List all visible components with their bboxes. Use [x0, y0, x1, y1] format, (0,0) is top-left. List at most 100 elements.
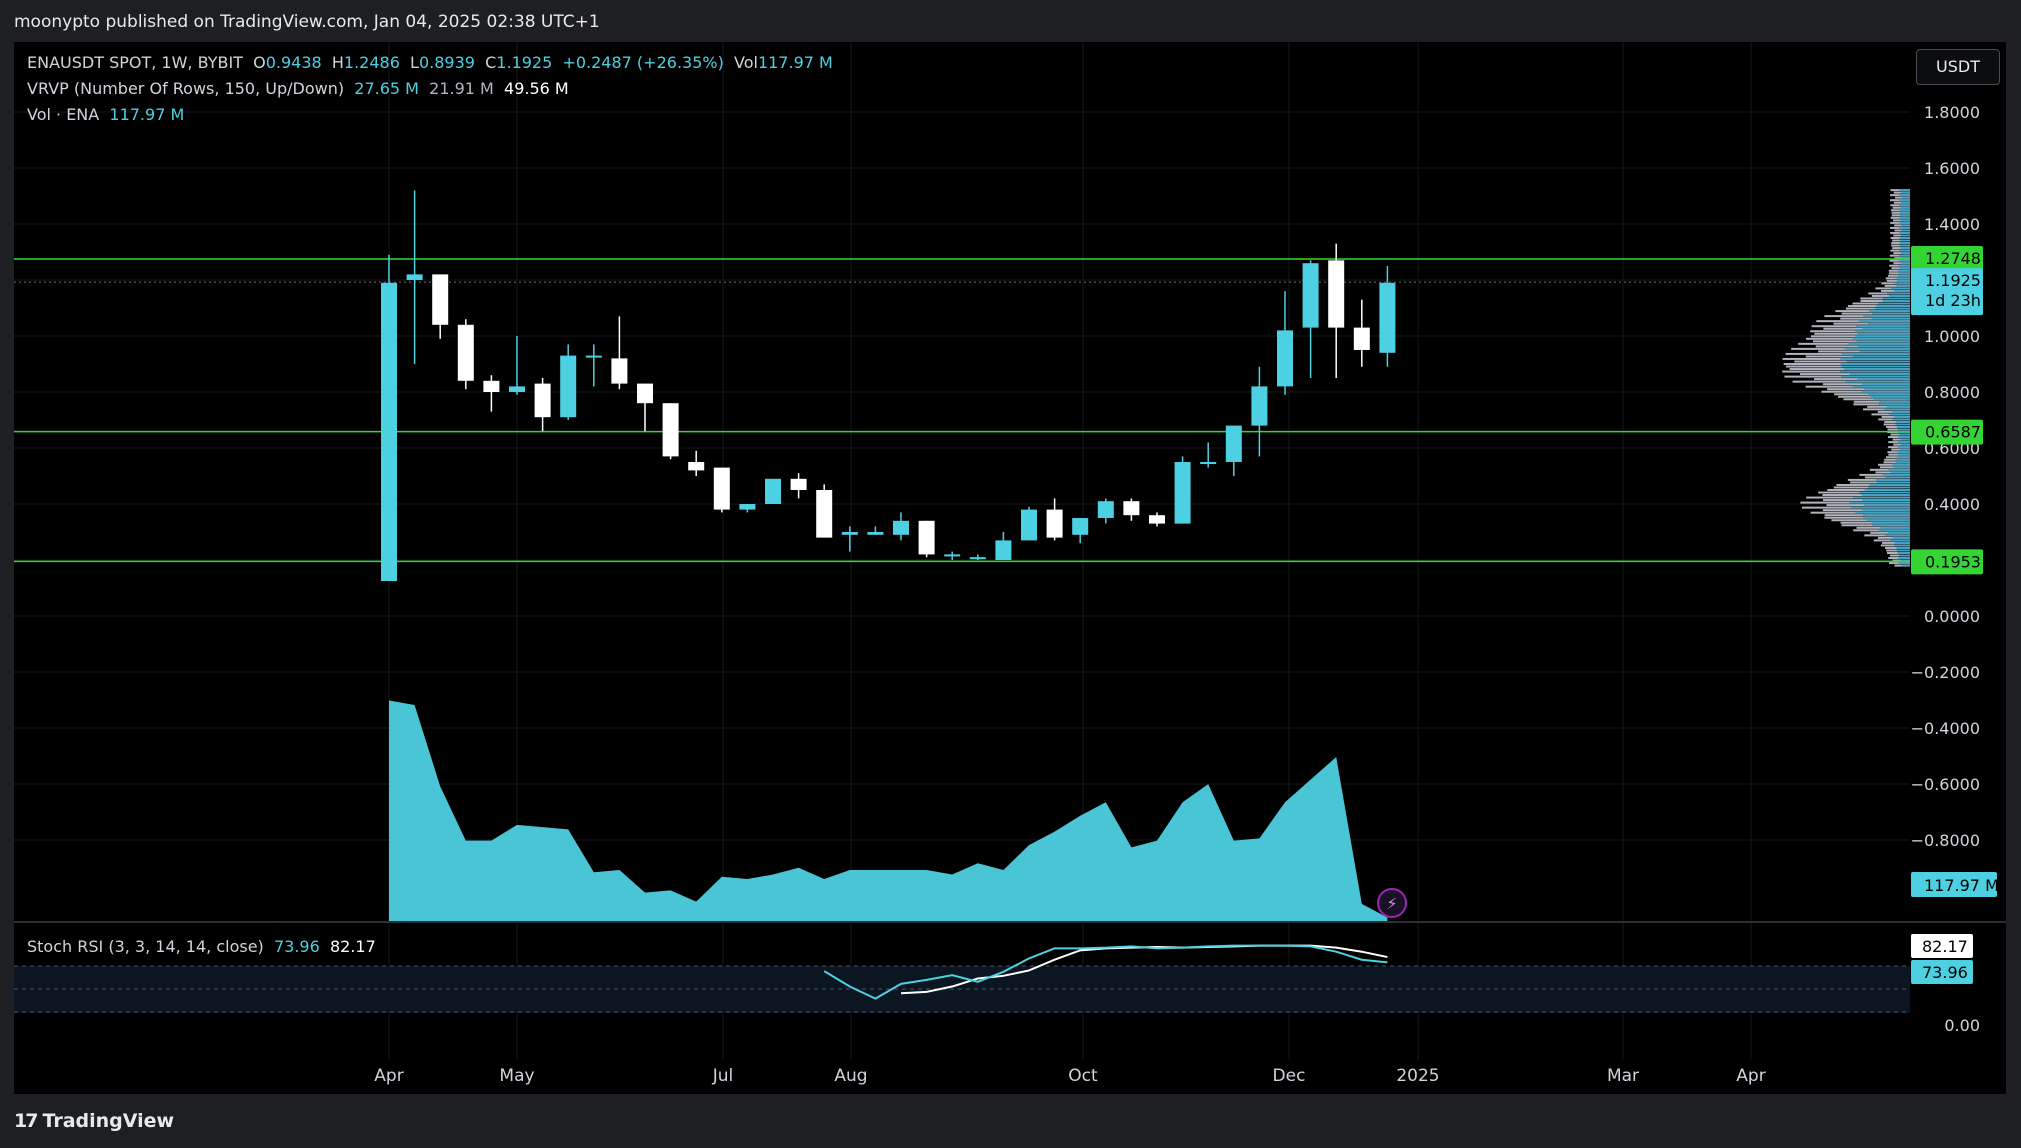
- candle-body: [816, 490, 833, 538]
- profile-row-up: [1894, 289, 1910, 292]
- profile-row-up: [1884, 408, 1910, 411]
- profile-row-up: [1898, 259, 1910, 262]
- profile-row-up: [1892, 418, 1910, 421]
- price-axis[interactable]: 1.80001.60001.40001.00000.80000.60000.40…: [1911, 103, 1980, 1035]
- profile-row-up: [1892, 536, 1910, 539]
- profile-row-up: [1901, 196, 1910, 199]
- profile-row-up: [1846, 360, 1910, 363]
- candle-body: [1021, 509, 1037, 541]
- stoch-rsi-band: [14, 966, 1910, 1013]
- candle-body: [1200, 462, 1217, 464]
- profile-row-up: [1888, 531, 1910, 534]
- profile-row-up: [1898, 254, 1910, 257]
- candle-body: [1174, 462, 1191, 524]
- volume-badge: [1911, 872, 1997, 897]
- level-badge-text: 0.6587: [1925, 423, 1981, 442]
- brand-name: TradingView: [42, 1110, 175, 1132]
- stoch-tick-label: 0.00: [1944, 1016, 1980, 1035]
- time-tick-label: Oct: [1068, 1066, 1098, 1086]
- stoch-legend[interactable]: Stoch RSI (3, 3, 14, 14, close) 73.96 82…: [27, 937, 376, 956]
- profile-row-up: [1899, 189, 1910, 192]
- profile-row-up: [1890, 471, 1910, 474]
- profile-row-up: [1871, 521, 1910, 524]
- profile-row-up: [1889, 294, 1910, 297]
- price-tick-label: 0.4000: [1924, 495, 1980, 514]
- profile-row-up: [1852, 385, 1910, 388]
- profile-row-up: [1852, 355, 1910, 358]
- profile-row-up: [1897, 451, 1910, 454]
- profile-row-up: [1864, 489, 1910, 491]
- candle-body: [1328, 260, 1345, 328]
- candle-body: [688, 462, 705, 471]
- candlestick-series[interactable]: [381, 190, 1396, 581]
- tv-mark-icon: 17: [14, 1110, 38, 1132]
- time-axis[interactable]: Apr May Jul Aug Oct Dec 2025 Mar Apr: [374, 1066, 1765, 1086]
- profile-row-up: [1871, 317, 1910, 320]
- profile-row-up: [1900, 239, 1910, 242]
- profile-row-up: [1875, 478, 1910, 481]
- candle-body: [585, 355, 602, 358]
- stoch-k-badge-text: 73.96: [1922, 963, 1968, 982]
- profile-row-up: [1898, 453, 1910, 456]
- profile-row-up: [1893, 466, 1910, 469]
- profile-row-up: [1864, 504, 1910, 507]
- profile-row-up: [1839, 357, 1910, 360]
- profile-row-up: [1861, 494, 1910, 497]
- candle-body: [1046, 509, 1063, 538]
- profile-row-up: [1901, 191, 1910, 194]
- stoch-rsi-lines: [14, 944, 1910, 1013]
- profile-row-up: [1862, 327, 1910, 330]
- profile-row-up: [1897, 552, 1910, 554]
- profile-row-up: [1868, 486, 1910, 489]
- volume-legend[interactable]: Vol · ENA 117.97 M: [27, 105, 184, 124]
- profile-row-up: [1844, 347, 1910, 350]
- symbol-legend[interactable]: ENAUSDT SPOT, 1W, BYBIT O0.9438 H1.2486 …: [27, 53, 833, 72]
- price-tick-label: −0.4000: [1911, 719, 1980, 738]
- time-tick-label: Dec: [1273, 1066, 1306, 1086]
- profile-row-up: [1899, 194, 1910, 197]
- profile-row-up: [1896, 456, 1910, 459]
- profile-row-up: [1840, 363, 1910, 365]
- currency-button[interactable]: USDT: [1916, 49, 2000, 85]
- high-label: H: [331, 53, 344, 72]
- profile-row-up: [1841, 365, 1910, 368]
- level-badge: [1911, 419, 1983, 445]
- vrvp-total: 49.56 M: [504, 79, 569, 98]
- horizontal-levels[interactable]: [14, 258, 1910, 563]
- profile-row-up: [1900, 234, 1910, 237]
- profile-row-up: [1868, 310, 1910, 313]
- profile-row-up: [1900, 438, 1910, 441]
- time-tick-label: Jul: [712, 1066, 734, 1086]
- profile-row-up: [1899, 249, 1910, 252]
- stoch-d-value: 82.17: [329, 937, 376, 956]
- profile-row-up: [1896, 284, 1910, 287]
- profile-row-up: [1899, 211, 1910, 214]
- profile-row-up: [1862, 516, 1910, 519]
- tradingview-logo[interactable]: 17 TradingView: [14, 1110, 174, 1132]
- profile-row-up: [1901, 201, 1910, 204]
- price-tick-label: 1.0000: [1924, 327, 1980, 346]
- time-tick-label: Aug: [834, 1066, 867, 1086]
- profile-row-up: [1901, 229, 1910, 232]
- profile-row-up: [1897, 428, 1910, 431]
- profile-row-up: [1857, 378, 1910, 381]
- price-tick-label: 1.8000: [1924, 103, 1980, 122]
- profile-row-up: [1849, 501, 1910, 504]
- alert-icon[interactable]: [1377, 888, 1407, 918]
- profile-row-up: [1899, 226, 1910, 229]
- profile-row-up: [1899, 237, 1910, 239]
- profile-row-up: [1897, 274, 1910, 277]
- profile-row-up: [1894, 541, 1910, 544]
- profile-row-up: [1897, 436, 1910, 439]
- profile-row-up: [1900, 206, 1910, 209]
- time-tick-label: Apr: [374, 1066, 403, 1086]
- candle-body: [893, 520, 909, 535]
- profile-row-up: [1899, 204, 1910, 207]
- candle-body: [841, 532, 858, 535]
- profile-row-up: [1897, 279, 1910, 282]
- profile-row-up: [1869, 483, 1910, 486]
- profile-row-up: [1899, 244, 1910, 247]
- vrvp-legend[interactable]: VRVP (Number Of Rows, 150, Up/Down) 27.6…: [27, 79, 569, 98]
- low-label: L: [410, 53, 419, 72]
